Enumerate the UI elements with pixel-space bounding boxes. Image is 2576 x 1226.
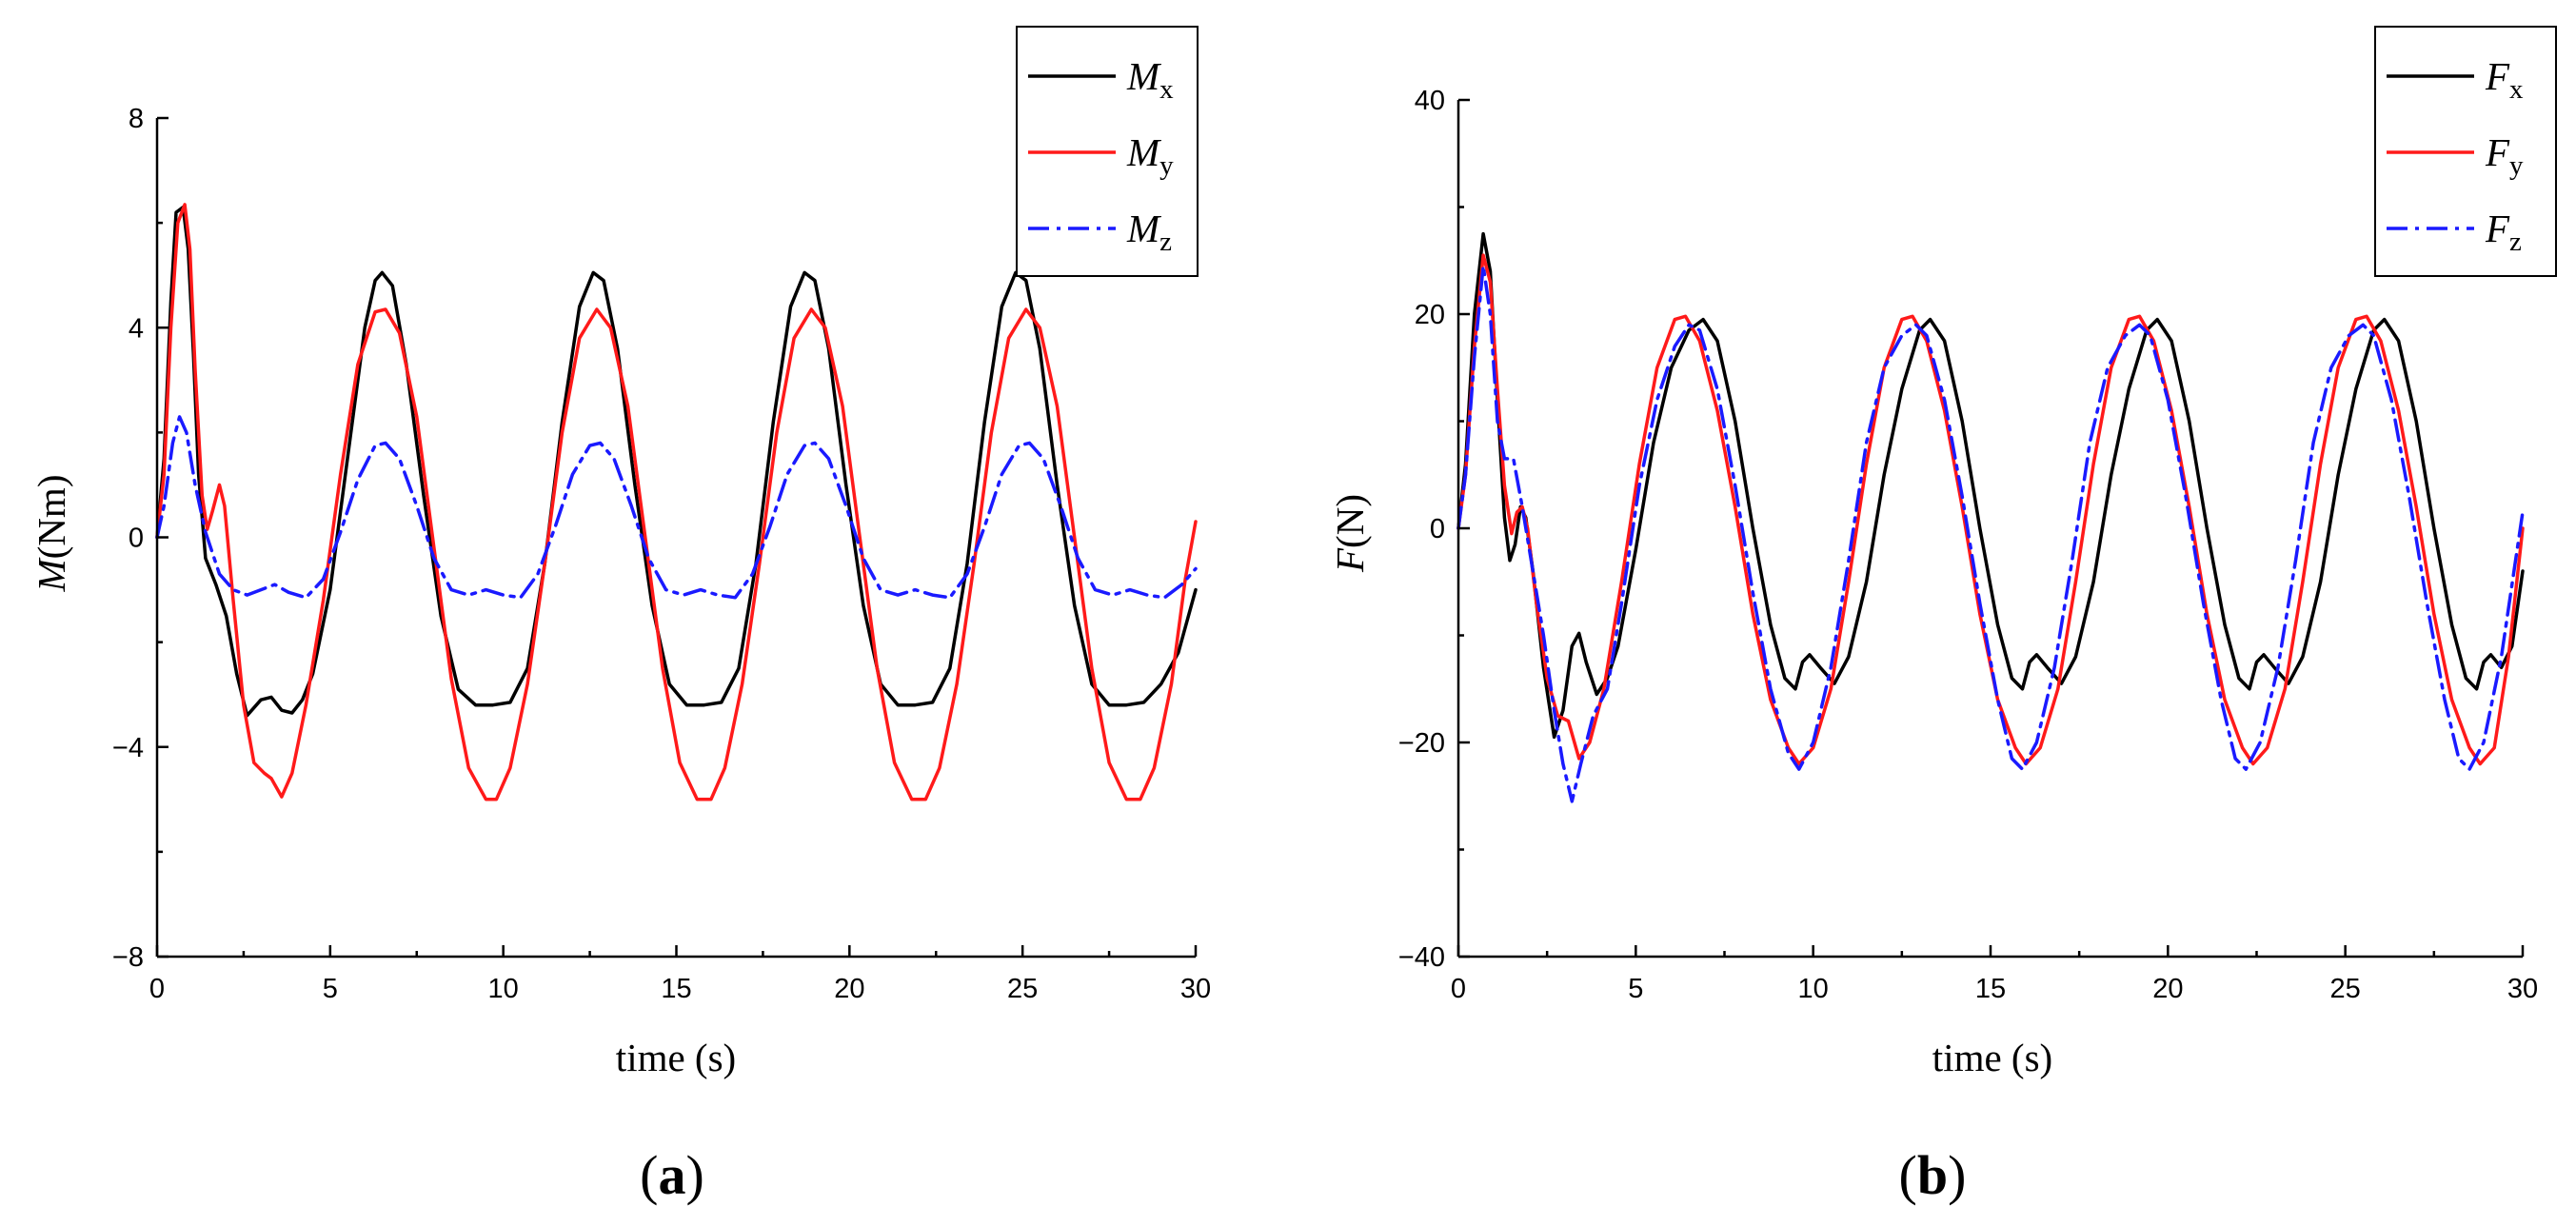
panel-a-x-tick-label: 10 — [488, 974, 519, 1004]
panel-b-legend-label-fx: Fx — [2485, 54, 2524, 105]
panel-a-legend-label-mz: Mz — [1126, 207, 1172, 257]
panel-a-caption-letter: a — [659, 1144, 686, 1206]
panel-b-ticks: 0 5 10 15 20 25 30 −40 −20 0 20 40 — [1398, 86, 2538, 1004]
panel-b-line-fx — [1456, 231, 2525, 740]
panel-a-legend-label-mx: Mx — [1126, 54, 1174, 105]
panel-b-y-axis-title-symbol: F — [1328, 547, 1372, 573]
panel-b-x-tick-label: 5 — [1628, 974, 1643, 1004]
panel-b-legend: Fx Fy Fz — [2374, 26, 2557, 277]
panel-b-y-tick-label: −40 — [1398, 942, 1445, 973]
panel-a-x-tick-label: 25 — [1007, 974, 1038, 1004]
panel-a-y-axis-title: M(Nm) — [30, 475, 73, 593]
panel-a-y-axis-title-unit: (Nm) — [30, 475, 73, 560]
panel-b-y-tick-label: −20 — [1398, 728, 1445, 759]
panel-a-x-tick-label: 20 — [834, 974, 864, 1004]
panel-a-y-tick-label: 8 — [129, 104, 144, 134]
panel-b-caption-letter: b — [1917, 1144, 1948, 1206]
panel-a-line-my — [155, 203, 1198, 801]
panel-a-ticks: 0 5 10 15 20 25 30 −8 −4 0 4 8 — [112, 104, 1211, 1004]
panel-b-y-tick-label: 20 — [1415, 300, 1445, 330]
panel-a-x-tick-label: 15 — [661, 974, 691, 1004]
panel-b-x-axis-title: time (s) — [1932, 1036, 2052, 1079]
panel-a-y-tick-label: 0 — [129, 524, 144, 554]
panel-b-line-fz — [1456, 264, 2525, 803]
panel-a-y-axis-title-symbol: M — [30, 556, 73, 592]
panel-b-series — [1456, 231, 2525, 803]
panel-b-legend-label-fy: Fy — [2485, 130, 2524, 181]
panel-a-x-axis-title: time (s) — [616, 1036, 736, 1079]
panel-a-caption: (a) — [640, 1144, 704, 1206]
panel-b-x-tick-label: 20 — [2152, 974, 2183, 1004]
panel-b-x-tick-label: 30 — [2507, 974, 2538, 1004]
panel-b-x-tick-label: 25 — [2330, 974, 2361, 1004]
panel-a-x-tick-label: 0 — [149, 974, 165, 1004]
panel-a-legend-label-my: My — [1126, 130, 1174, 181]
panel-b-y-axis-title-unit: (N) — [1328, 494, 1372, 548]
panel-a-x-tick-label: 30 — [1180, 974, 1211, 1004]
panel-b-y-tick-label: 0 — [1430, 514, 1445, 544]
panel-a-line-mx — [155, 205, 1198, 718]
panel-a-legend: Mx My Mz — [1016, 26, 1199, 277]
panel-a-y-tick-label: −8 — [112, 942, 144, 973]
panel-b-x-tick-label: 0 — [1451, 974, 1466, 1004]
panel-b-y-tick-label: 40 — [1415, 86, 1445, 116]
panel-a-line-mz — [155, 415, 1198, 600]
panel-a-y-tick-label: 4 — [129, 313, 144, 344]
panel-b-x-tick-label: 15 — [1975, 974, 2006, 1004]
panel-a-y-tick-label: −4 — [112, 733, 144, 763]
panel-b-y-axis-title: F(N) — [1328, 494, 1372, 573]
panel-b-legend-label-fz: Fz — [2485, 207, 2522, 257]
panel-a-x-tick-label: 5 — [323, 974, 338, 1004]
panel-b: 0 5 10 15 20 25 30 −40 −20 0 20 40 time (s) F(N) Fx… — [1328, 26, 2557, 1206]
panel-a-series — [155, 203, 1198, 801]
panel-b-caption: (b) — [1899, 1144, 1967, 1206]
panel-b-line-fy — [1456, 253, 2525, 766]
panel-b-x-tick-label: 10 — [1798, 974, 1829, 1004]
